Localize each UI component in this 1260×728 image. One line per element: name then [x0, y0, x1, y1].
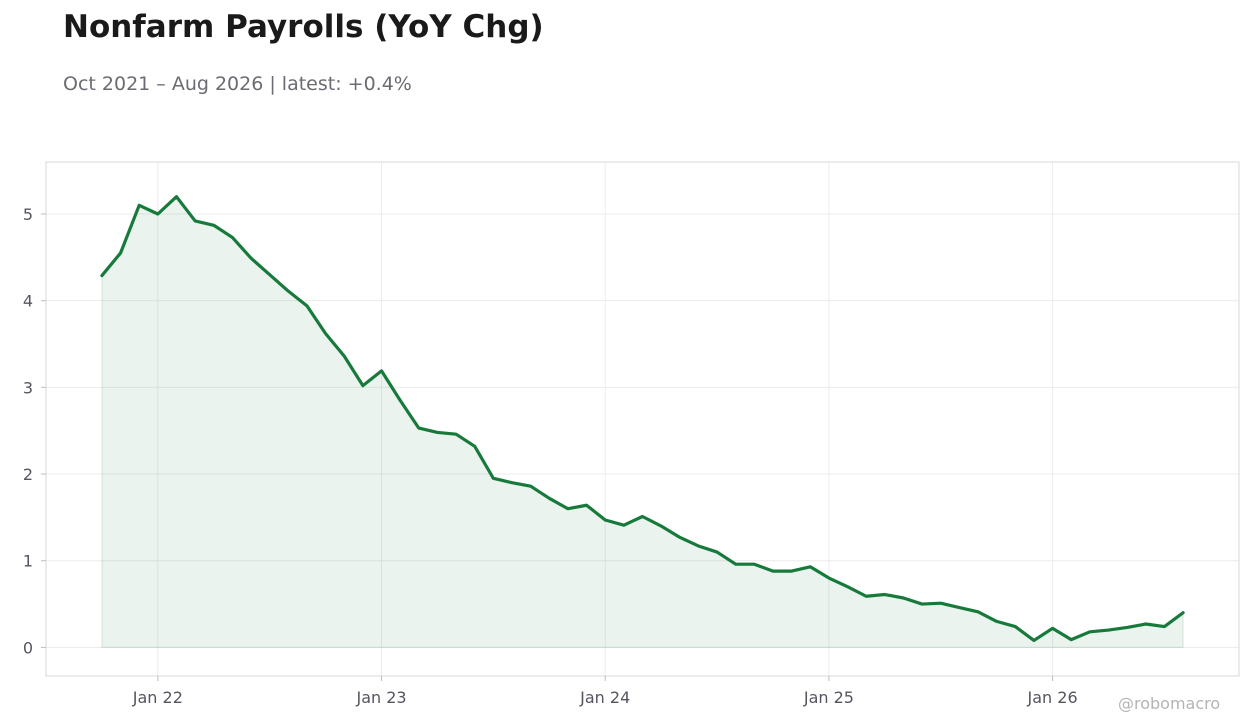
series-area [101, 195, 1184, 648]
y-tick-label: 0 [23, 638, 33, 657]
gridlines [46, 162, 1239, 676]
y-axis-ticks: 0 1 2 3 4 5 [23, 205, 46, 657]
plot-frame [45, 161, 1240, 677]
chart-title: Nonfarm Payrolls (YoY Chg) [63, 9, 544, 45]
y-tick-label: 5 [23, 205, 33, 224]
y-tick-label: 2 [23, 465, 33, 484]
y-tick-label: 3 [23, 378, 33, 397]
chart-subtitle: Oct 2021 – Aug 2026 | latest: +0.4% [63, 73, 412, 95]
x-tick-label: Jan 24 [579, 688, 630, 707]
x-tick-label: Jan 23 [355, 688, 406, 707]
series-line [100, 195, 1185, 643]
y-tick-label: 1 [23, 552, 33, 571]
x-tick-label: Jan 22 [132, 688, 183, 707]
x-axis-ticks: Jan 22 Jan 23 Jan 24 Jan 25 Jan 26 [132, 676, 1078, 707]
x-tick-label: Jan 26 [1027, 688, 1078, 707]
x-tick-label: Jan 25 [803, 688, 854, 707]
watermark: @robomacro [1118, 694, 1221, 713]
y-tick-label: 4 [23, 292, 33, 311]
